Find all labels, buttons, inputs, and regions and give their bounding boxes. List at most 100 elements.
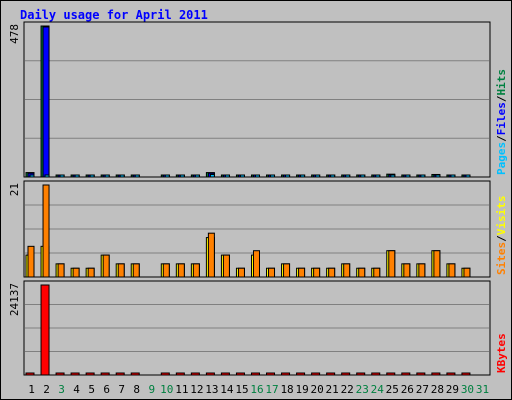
x-tick-label: 18 bbox=[280, 383, 293, 396]
x-tick-label: 13 bbox=[205, 383, 218, 396]
bar-visits bbox=[343, 263, 351, 278]
x-tick-label: 1 bbox=[28, 383, 35, 396]
bar-visits bbox=[373, 267, 381, 278]
legend-entry: / bbox=[495, 235, 508, 242]
bar-kbytes bbox=[416, 372, 426, 376]
bar-pages bbox=[254, 174, 260, 178]
bar-kbytes bbox=[326, 372, 336, 376]
bar-pages bbox=[420, 174, 426, 178]
bar-kbytes bbox=[85, 372, 95, 376]
bar-kbytes bbox=[25, 372, 35, 376]
bar-visits bbox=[268, 267, 276, 278]
bar-pages bbox=[465, 174, 471, 178]
bar-kbytes bbox=[341, 372, 351, 376]
x-tick-label: 27 bbox=[416, 383, 429, 396]
bar-visits bbox=[388, 250, 396, 278]
bar-visits bbox=[283, 263, 291, 278]
bar-kbytes bbox=[401, 372, 411, 376]
bar-visits bbox=[117, 263, 125, 278]
bar-visits bbox=[192, 263, 200, 278]
bar-visits bbox=[252, 250, 260, 278]
bar-kbytes bbox=[190, 372, 200, 376]
bar-pages bbox=[450, 174, 456, 178]
x-tick-label: 10 bbox=[160, 383, 173, 396]
bar-pages bbox=[270, 174, 276, 178]
bar-visits bbox=[72, 267, 80, 278]
x-tick-label: 12 bbox=[190, 383, 203, 396]
legend: Sites/Visits bbox=[495, 196, 508, 276]
bar-kbytes bbox=[461, 372, 471, 376]
bar-pages bbox=[44, 174, 50, 178]
legend-entry: / bbox=[495, 135, 508, 142]
bar-pages bbox=[29, 174, 35, 178]
bar-pages bbox=[179, 174, 185, 178]
x-tick-label: 24 bbox=[371, 383, 385, 396]
bar-pages bbox=[405, 174, 411, 178]
bar-pages bbox=[89, 174, 95, 178]
bar-kbytes bbox=[266, 372, 276, 376]
x-tick-label: 25 bbox=[386, 383, 399, 396]
x-tick-label: 31 bbox=[476, 383, 489, 396]
bar-pages bbox=[74, 174, 80, 178]
bar-pages bbox=[104, 174, 110, 178]
bar-pages bbox=[300, 174, 306, 178]
x-tick-label: 17 bbox=[265, 383, 278, 396]
bar-files bbox=[42, 26, 50, 178]
x-tick-label: 14 bbox=[220, 383, 234, 396]
bar-kbytes bbox=[431, 372, 441, 376]
legend-entry: Visits bbox=[495, 196, 508, 236]
bar-visits bbox=[358, 267, 366, 278]
bar-visits bbox=[132, 263, 140, 278]
x-tick-label: 6 bbox=[103, 383, 110, 396]
bar-pages bbox=[194, 174, 200, 178]
x-tick-label: 2 bbox=[43, 383, 50, 396]
bar-visits bbox=[418, 263, 426, 278]
bar-visits bbox=[237, 267, 245, 278]
bar-pages bbox=[360, 174, 366, 178]
bar-kbytes bbox=[281, 372, 291, 376]
legend: Pages/Files/Hits bbox=[495, 69, 508, 175]
y-max-label: 478 bbox=[8, 24, 21, 44]
x-tick-label: 19 bbox=[295, 383, 308, 396]
chart-title: Daily usage for April 2011 bbox=[20, 8, 208, 22]
bar-kbytes bbox=[371, 372, 381, 376]
bar-visits bbox=[57, 263, 65, 278]
legend-entry: Pages bbox=[495, 142, 508, 175]
x-tick-label: 21 bbox=[326, 383, 339, 396]
legend-entry: Sites bbox=[495, 242, 508, 275]
x-tick-label: 28 bbox=[431, 383, 444, 396]
x-tick-label: 4 bbox=[73, 383, 80, 396]
bar-kbytes bbox=[250, 372, 260, 376]
y-max-label: 21 bbox=[8, 183, 21, 196]
bar-kbytes bbox=[160, 372, 170, 376]
bar-pages bbox=[239, 174, 245, 178]
bar-kbytes bbox=[356, 372, 366, 376]
bar-pages bbox=[390, 174, 396, 178]
legend-entry: Files bbox=[495, 102, 508, 135]
bar-pages bbox=[134, 174, 140, 178]
bar-kbytes bbox=[40, 284, 50, 376]
bar-kbytes bbox=[446, 372, 456, 376]
bar-kbytes bbox=[115, 372, 125, 376]
x-tick-label: 30 bbox=[461, 383, 474, 396]
x-tick-label: 8 bbox=[133, 383, 140, 396]
bar-visits bbox=[463, 267, 471, 278]
bar-pages bbox=[345, 174, 351, 178]
bar-kbytes bbox=[235, 372, 245, 376]
bar-visits bbox=[448, 263, 456, 278]
bar-visits bbox=[328, 267, 336, 278]
bar-pages bbox=[59, 174, 65, 178]
x-tick-label: 15 bbox=[235, 383, 248, 396]
x-tick-label: 20 bbox=[311, 383, 324, 396]
x-tick-label: 26 bbox=[401, 383, 414, 396]
legend: KBytes bbox=[495, 333, 508, 373]
bar-visits bbox=[403, 263, 411, 278]
bar-kbytes bbox=[220, 372, 230, 376]
bar-pages bbox=[330, 174, 336, 178]
bar-pages bbox=[224, 174, 230, 178]
bar-visits bbox=[27, 245, 35, 278]
bar-visits bbox=[177, 263, 185, 278]
bar-pages bbox=[119, 174, 125, 178]
bar-visits bbox=[102, 254, 110, 278]
x-tick-label: 3 bbox=[58, 383, 65, 396]
